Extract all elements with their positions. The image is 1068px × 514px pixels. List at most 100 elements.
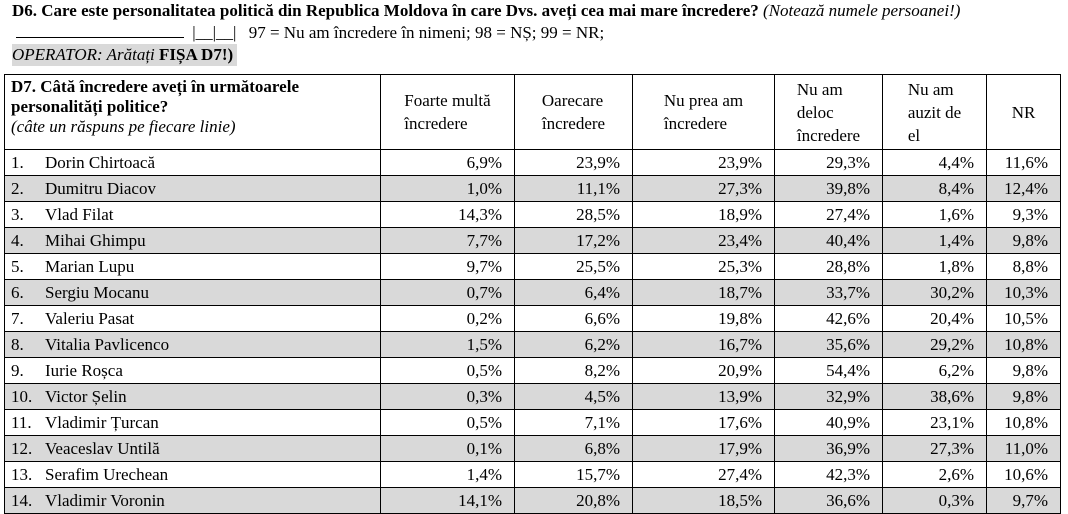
value-cell: 8,4% bbox=[882, 175, 987, 202]
table-row: 7. Valeriu Pasat 0,2% 6,6% 19,8% 42,6% 20,4% 10… bbox=[4, 305, 1061, 332]
value-cell: 15,7% bbox=[514, 461, 633, 488]
value-cell: 1,0% bbox=[380, 175, 515, 202]
politician-name-cell: 5. Marian Lupu bbox=[4, 253, 381, 280]
value-cell: 25,3% bbox=[632, 253, 775, 280]
table-row: 3. Vlad Filat 14,3% 28,5% 18,9% 27,4% 1,6% 9,3% bbox=[4, 201, 1061, 228]
value-cell: 27,3% bbox=[632, 175, 775, 202]
value-cell: 10,3% bbox=[986, 279, 1061, 306]
value-cell: 9,3% bbox=[986, 201, 1061, 228]
politician-name: Veaceslav Untilă bbox=[45, 439, 160, 458]
table-row: 14. Vladimir Voronin 14,1% 20,8% 18,5% 36,6% 0… bbox=[4, 487, 1061, 514]
value-cell: 32,9% bbox=[774, 383, 883, 410]
value-cell: 38,6% bbox=[882, 383, 987, 410]
d7-question-cell: D7. Câtă încredere aveți în următoarele … bbox=[4, 74, 381, 150]
value-cell: 9,8% bbox=[986, 383, 1061, 410]
column-header-line: Nu am bbox=[796, 79, 843, 99]
value-cell: 29,3% bbox=[774, 149, 883, 176]
politician-name-cell: 12. Veaceslav Untilă bbox=[4, 435, 381, 462]
value-cell: 10,5% bbox=[986, 305, 1061, 332]
value-cell: 2,6% bbox=[882, 461, 987, 488]
value-cell: 20,9% bbox=[632, 357, 775, 384]
value-cell: 13,9% bbox=[632, 383, 775, 410]
value-cell: 28,8% bbox=[774, 253, 883, 280]
value-cell: 0,5% bbox=[380, 409, 515, 436]
politician-name-cell: 3. Vlad Filat bbox=[4, 201, 381, 228]
value-cell: 42,3% bbox=[774, 461, 883, 488]
politician-name: Victor Șelin bbox=[45, 387, 127, 406]
value-cell: 17,6% bbox=[632, 409, 775, 436]
value-cell: 16,7% bbox=[632, 331, 775, 358]
value-cell: 23,4% bbox=[632, 227, 775, 254]
trust-table: D7. Câtă încredere aveți în următoarele … bbox=[4, 74, 1061, 514]
d6-question: Care este personalitatea politică din Re… bbox=[41, 1, 759, 20]
value-cell: 23,1% bbox=[882, 409, 987, 436]
value-cell: 1,4% bbox=[380, 461, 515, 488]
value-cell: 9,8% bbox=[986, 227, 1061, 254]
table-body: 1. Dorin Chirtoacă 6,9% 23,9% 23,9% 29,3% 4,4%… bbox=[4, 149, 1061, 514]
row-number: 4. bbox=[11, 231, 24, 250]
value-cell: 27,3% bbox=[882, 435, 987, 462]
d6-answer-line[interactable] bbox=[16, 23, 184, 38]
value-cell: 7,1% bbox=[514, 409, 633, 436]
table-row: 1. Dorin Chirtoacă 6,9% 23,9% 23,9% 29,3% 4,4%… bbox=[4, 149, 1061, 176]
column-header: Nu prea am încredere bbox=[632, 74, 775, 150]
operator-card: FIȘA D7!) bbox=[159, 45, 234, 64]
table-row: 13. Serafim Urechean 1,4% 15,7% 27,4% 42,3% 2,… bbox=[4, 461, 1061, 488]
value-cell: 1,5% bbox=[380, 331, 515, 358]
table-row: 8. Vitalia Pavlicenco 1,5% 6,2% 16,7% 35,6% 29… bbox=[4, 331, 1061, 358]
value-cell: 1,6% bbox=[882, 201, 987, 228]
column-header-line: încredere bbox=[663, 114, 728, 133]
d7-question: D7. Câtă încredere aveți în următoarele … bbox=[11, 77, 299, 116]
value-cell: 9,8% bbox=[986, 357, 1061, 384]
value-cell: 9,7% bbox=[986, 487, 1061, 514]
value-cell: 6,6% bbox=[514, 305, 633, 332]
d6-codes: 97 = Nu am încredere în nimeni; 98 = NȘ;… bbox=[248, 23, 605, 42]
value-cell: 33,7% bbox=[774, 279, 883, 306]
table-row: 11. Vladimir Țurcan 0,5% 7,1% 17,6% 40,9% 23,1… bbox=[4, 409, 1061, 436]
row-number: 14. bbox=[11, 491, 33, 510]
value-cell: 8,8% bbox=[986, 253, 1061, 280]
value-cell: 19,8% bbox=[632, 305, 775, 332]
value-cell: 10,6% bbox=[986, 461, 1061, 488]
value-cell: 11,0% bbox=[986, 435, 1061, 462]
value-cell: 35,6% bbox=[774, 331, 883, 358]
value-cell: 17,9% bbox=[632, 435, 775, 462]
table-row: 6. Sergiu Mocanu 0,7% 6,4% 18,7% 33,7% 30,2% 10… bbox=[4, 279, 1061, 306]
value-cell: 4,5% bbox=[514, 383, 633, 410]
value-cell: 7,7% bbox=[380, 227, 515, 254]
politician-name: Valeriu Pasat bbox=[45, 309, 135, 328]
value-cell: 28,5% bbox=[514, 201, 633, 228]
column-header-line: încredere bbox=[541, 114, 606, 133]
value-cell: 42,6% bbox=[774, 305, 883, 332]
value-cell: 54,4% bbox=[774, 357, 883, 384]
value-cell: 29,2% bbox=[882, 331, 987, 358]
politician-name-cell: 10. Victor Șelin bbox=[4, 383, 381, 410]
politician-name-cell: 9. Iurie Roșca bbox=[4, 357, 381, 384]
operator-instruction: OPERATOR: Arătați FIȘA D7!) bbox=[12, 44, 238, 66]
value-cell: 6,2% bbox=[514, 331, 633, 358]
value-cell: 18,5% bbox=[632, 487, 775, 514]
politician-name-cell: 1. Dorin Chirtoacă bbox=[4, 149, 381, 176]
value-cell: 9,7% bbox=[380, 253, 515, 280]
value-cell: 6,8% bbox=[514, 435, 633, 462]
value-cell: 0,1% bbox=[380, 435, 515, 462]
column-header: Oarecare încredere bbox=[514, 74, 633, 150]
politician-name-cell: 14. Vladimir Voronin bbox=[4, 487, 381, 514]
column-header-line: Foarte multă bbox=[404, 91, 491, 110]
row-number: 5. bbox=[11, 257, 24, 276]
value-cell: 27,4% bbox=[774, 201, 883, 228]
row-number: 12. bbox=[11, 439, 33, 458]
politician-name: Vladimir Țurcan bbox=[45, 413, 159, 432]
politician-name: Serafim Urechean bbox=[45, 465, 169, 484]
value-cell: 4,4% bbox=[882, 149, 987, 176]
politician-name: Mihai Ghimpu bbox=[45, 231, 146, 250]
column-header: Nu am deloc încredere bbox=[774, 74, 883, 150]
value-cell: 23,9% bbox=[514, 149, 633, 176]
header-row: D7. Câtă încredere aveți în următoarele … bbox=[4, 74, 1061, 150]
row-number: 1. bbox=[11, 153, 24, 172]
column-header-line: Nu prea am bbox=[663, 91, 744, 110]
column-header-line: încredere bbox=[404, 114, 468, 133]
politician-name-cell: 7. Valeriu Pasat bbox=[4, 305, 381, 332]
politician-name: Dorin Chirtoacă bbox=[45, 153, 155, 172]
table-row: 4. Mihai Ghimpu 7,7% 17,2% 23,4% 40,4% 1,4% 9,8… bbox=[4, 227, 1061, 254]
